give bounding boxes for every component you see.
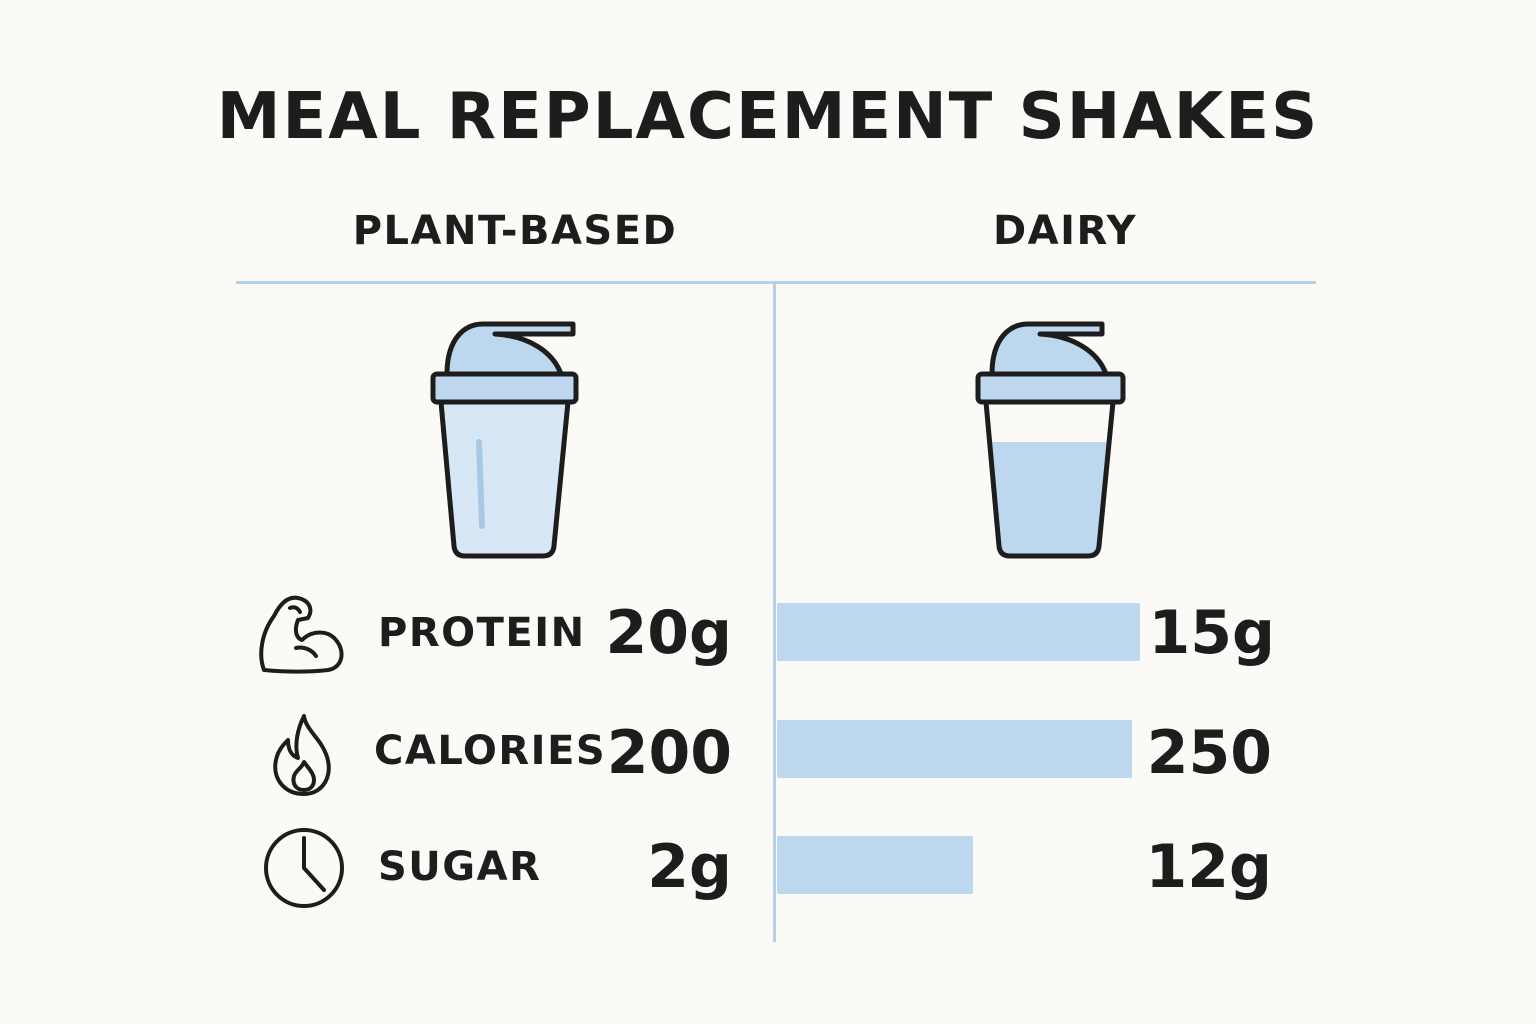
flame-icon	[273, 714, 331, 796]
column-header-dairy: DAIRY	[992, 208, 1138, 254]
clock-icon	[264, 828, 344, 908]
dairy-value-sugar: 12g	[1145, 832, 1272, 902]
dairy-bar-calories	[777, 720, 1132, 778]
metric-label-protein: PROTEIN	[378, 610, 586, 656]
plant-value-calories: 200	[606, 718, 732, 788]
metric-label-sugar: SUGAR	[378, 844, 542, 890]
plant-value-protein: 20g	[605, 598, 732, 668]
flexed-arm-icon	[259, 595, 344, 674]
dairy-bar-sugar	[777, 836, 973, 894]
header-divider	[236, 281, 1316, 284]
page-title: MEAL REPLACEMENT SHAKES	[216, 80, 1320, 154]
plant-value-sugar: 2g	[647, 832, 732, 902]
dairy-value-protein: 15g	[1148, 598, 1275, 668]
dairy-value-calories: 250	[1146, 718, 1272, 788]
shaker-bottle-icon	[430, 321, 579, 559]
column-divider	[773, 284, 776, 942]
metric-label-calories: CALORIES	[374, 728, 607, 774]
column-header-plant-based: PLANT-BASED	[352, 208, 678, 254]
dairy-bar-protein	[777, 603, 1140, 661]
shaker-bottle-icon	[975, 321, 1126, 559]
